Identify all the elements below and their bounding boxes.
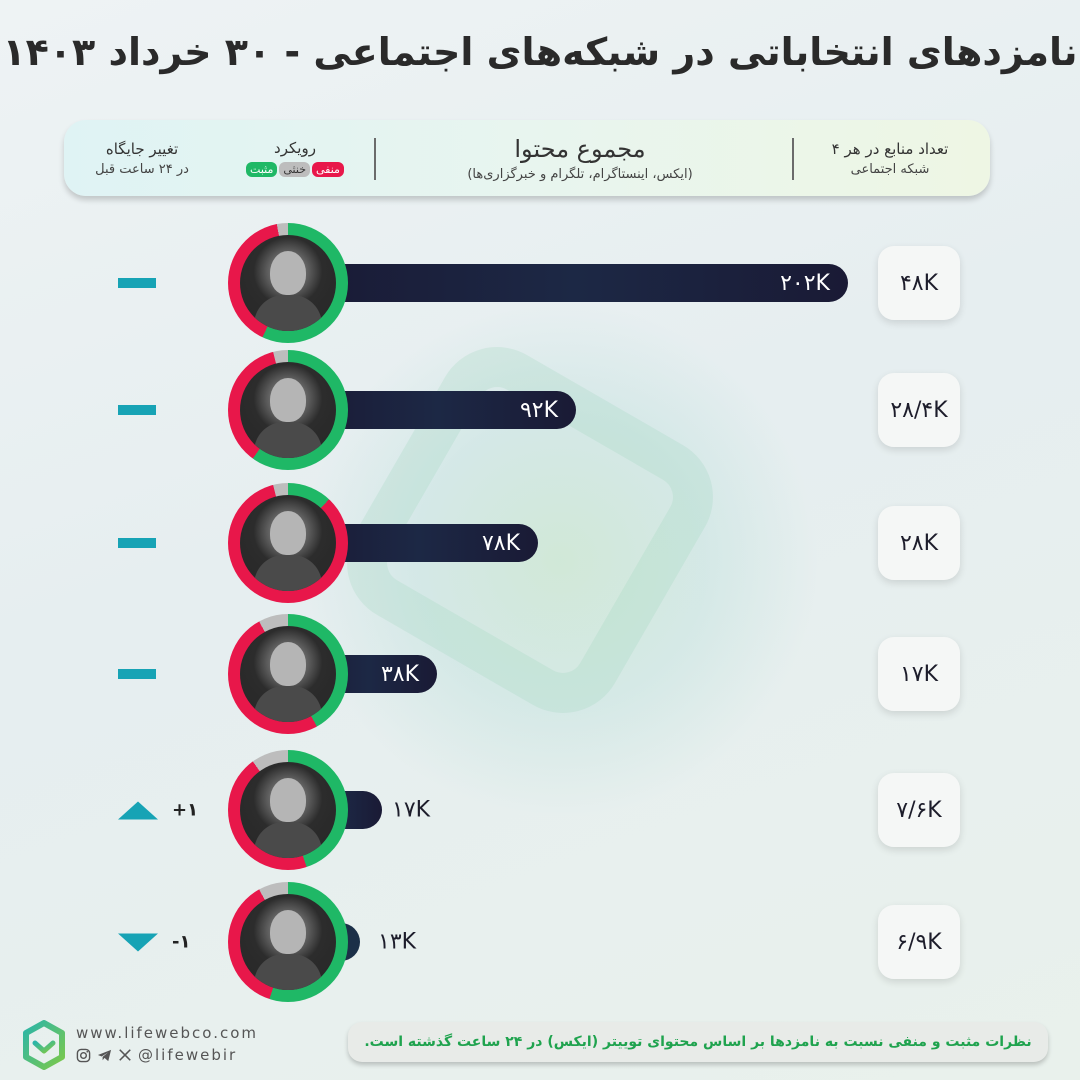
header-approach: رویکرد منفی خنثی مثبت xyxy=(220,120,370,196)
no-change-dash-icon xyxy=(118,538,156,548)
sources-count: ۷/۶K xyxy=(878,773,960,847)
candidate-photo xyxy=(240,362,336,458)
legend-neutral: خنثی xyxy=(279,162,310,177)
x-icon xyxy=(119,1049,131,1061)
rank-change: -۱ xyxy=(118,932,190,953)
no-change-dash-icon xyxy=(118,669,156,679)
candidate-row: ۷۸K ۲۸K xyxy=(0,483,1080,603)
header-total-title: مجموع محتوا xyxy=(514,134,646,163)
header-divider xyxy=(374,138,376,180)
rank-change: +۱ xyxy=(118,800,198,821)
candidate-photo xyxy=(240,495,336,591)
sources-count: ۲۸K xyxy=(878,506,960,580)
total-content-value: ۳۸K xyxy=(380,661,419,687)
total-content-value: ۲۰۲K xyxy=(780,270,830,296)
rank-up-arrow-icon xyxy=(118,801,158,819)
footnote: نظرات مثبت و منفی نسبت به نامزدها بر اسا… xyxy=(348,1022,1048,1062)
sentiment-donut xyxy=(228,614,348,734)
legend-negative: منفی xyxy=(312,162,344,177)
lifeweb-logo-icon xyxy=(23,1020,65,1070)
total-content-value: ۷۸K xyxy=(481,530,520,556)
telegram-icon xyxy=(97,1049,112,1061)
sentiment-donut xyxy=(228,882,348,1002)
candidate-photo xyxy=(240,762,336,858)
header-total-content: مجموع محتوا (ایکس، اینستاگرام، تلگرام و … xyxy=(380,120,780,196)
sentiment-donut xyxy=(228,483,348,603)
header-approach-title: رویکرد xyxy=(274,139,316,157)
header-sources-line2: شبکه اجتماعی xyxy=(850,161,930,177)
rank-change xyxy=(118,278,156,288)
candidate-row: +۱ ۱۷K ۷/۶K xyxy=(0,750,1080,870)
sentiment-legend: منفی خنثی مثبت xyxy=(246,162,344,177)
header-sources-line1: تعداد منابع در هر ۴ xyxy=(831,139,949,158)
sources-count: ۲۸/۴K xyxy=(878,373,960,447)
header-rank-change: تغییر جایگاه در ۲۴ ساعت قبل xyxy=(64,120,220,196)
total-content-value: ۱۷K xyxy=(392,797,431,823)
no-change-dash-icon xyxy=(118,278,156,288)
no-change-dash-icon xyxy=(118,405,156,415)
social-handles: @lifewebir xyxy=(76,1046,237,1064)
sources-count: ۶/۹K xyxy=(878,905,960,979)
rank-change xyxy=(118,405,156,415)
rank-change xyxy=(118,538,156,548)
header-change-title: تغییر جایگاه xyxy=(105,139,179,158)
total-content-bar: ۲۰۲K xyxy=(300,264,848,302)
header-change-sub: در ۲۴ ساعت قبل xyxy=(95,161,189,177)
sentiment-donut xyxy=(228,350,348,470)
rank-change-value: +۱ xyxy=(172,799,199,821)
candidate-photo xyxy=(240,626,336,722)
sources-count: ۴۸K xyxy=(878,246,960,320)
sentiment-donut xyxy=(228,223,348,343)
candidate-row: ۳۸K ۱۷K xyxy=(0,614,1080,734)
header-total-sub: (ایکس، اینستاگرام، تلگرام و خبرگزاری‌ها) xyxy=(467,166,693,182)
page-title: نامزدهای انتخاباتی در شبکه‌های اجتماعی -… xyxy=(2,30,1078,74)
sources-count: ۱۷K xyxy=(878,637,960,711)
total-content-value: ۹۲K xyxy=(519,397,558,423)
header-divider xyxy=(792,138,794,180)
header-sources: تعداد منابع در هر ۴ شبکه اجتماعی xyxy=(790,120,990,196)
candidate-row: -۱ ۱۳K ۶/۹K xyxy=(0,882,1080,1002)
candidate-photo xyxy=(240,235,336,331)
candidate-row: ۹۲K ۲۸/۴K xyxy=(0,350,1080,470)
rank-change xyxy=(118,669,156,679)
social-handle[interactable]: @lifewebir xyxy=(138,1046,238,1064)
legend-positive: مثبت xyxy=(246,162,278,177)
website-link[interactable]: www.lifewebco.com xyxy=(76,1024,259,1042)
instagram-icon xyxy=(76,1048,91,1062)
column-header-card: تعداد منابع در هر ۴ شبکه اجتماعی مجموع م… xyxy=(64,120,990,196)
candidate-row: ۲۰۲K ۴۸K xyxy=(0,223,1080,343)
sentiment-donut xyxy=(228,750,348,870)
rank-change-value: -۱ xyxy=(172,931,191,953)
candidate-photo xyxy=(240,894,336,990)
rank-down-arrow-icon xyxy=(118,933,158,951)
total-content-value: ۱۳K xyxy=(378,929,417,955)
